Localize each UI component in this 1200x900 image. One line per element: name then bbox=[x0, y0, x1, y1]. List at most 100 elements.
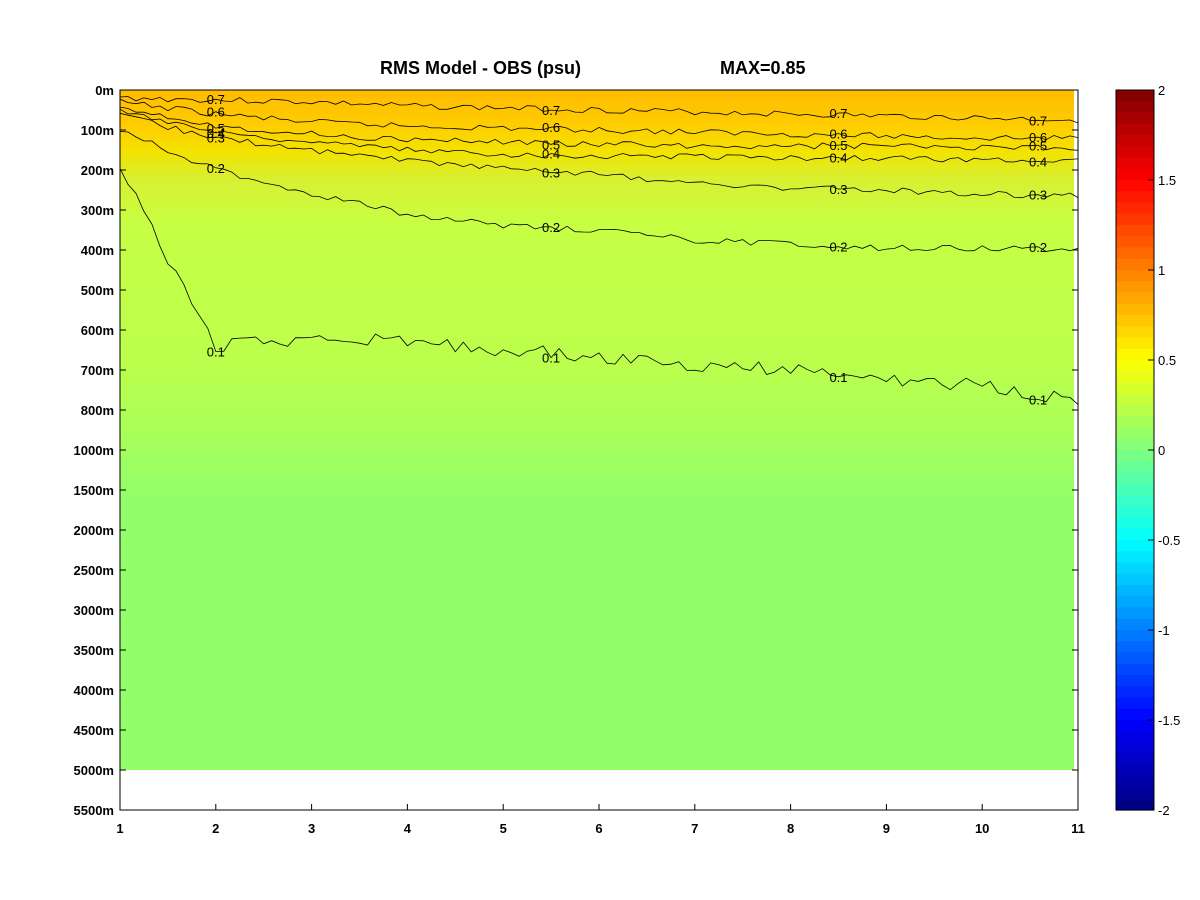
colorbar-segment bbox=[1116, 213, 1154, 226]
colorbar-segment bbox=[1116, 225, 1154, 237]
colorbar-segment bbox=[1116, 742, 1154, 755]
contour-line bbox=[119, 168, 1079, 405]
colorbar-segment bbox=[1116, 202, 1154, 215]
contour-label: 0.6 bbox=[829, 127, 847, 142]
contour-line bbox=[119, 106, 1079, 151]
colorbar-segment bbox=[1116, 585, 1154, 597]
y-tick-label: 0m bbox=[95, 83, 114, 98]
colorbar-segment bbox=[1116, 540, 1154, 552]
colorbar-segment bbox=[1116, 315, 1154, 327]
colorbar: 2 1.5 1 0.5 0 -0.5 -1 -1.5 -2 bbox=[1115, 83, 1180, 818]
chart-title: RMS Model - OBS (psu) bbox=[380, 58, 581, 78]
contour-label: 0.1 bbox=[1029, 392, 1047, 407]
x-tick-label: 3 bbox=[308, 821, 315, 836]
colorbar-segment bbox=[1116, 562, 1154, 575]
colorbar-segment bbox=[1116, 731, 1154, 744]
max-label: MAX=0.85 bbox=[720, 58, 806, 78]
x-tick-label: 7 bbox=[691, 821, 698, 836]
y-tick-label: 3000m bbox=[74, 603, 114, 618]
contour-label: 0.3 bbox=[207, 130, 225, 145]
contour-label: 0.2 bbox=[207, 161, 225, 176]
plot-area bbox=[120, 90, 1078, 810]
colorbar-segment bbox=[1116, 112, 1154, 125]
x-tick-label: 4 bbox=[404, 821, 412, 836]
colorbar-segment bbox=[1116, 528, 1154, 541]
colorbar-segment bbox=[1116, 382, 1154, 395]
contour-label: 0.3 bbox=[829, 182, 847, 197]
contour-label: 0.1 bbox=[207, 344, 225, 359]
colorbar-segment bbox=[1116, 270, 1154, 282]
colorbar-segment bbox=[1116, 765, 1154, 777]
contour-label: 0.4 bbox=[542, 147, 560, 162]
contour-label: 0.7 bbox=[829, 106, 847, 121]
colorbar-segment bbox=[1116, 652, 1154, 665]
colorbar-segment bbox=[1116, 416, 1154, 429]
colorbar-segment bbox=[1116, 461, 1154, 474]
colorbar-tick-label: 1 bbox=[1158, 263, 1165, 278]
colorbar-segment bbox=[1116, 495, 1154, 507]
colorbar-segment bbox=[1116, 517, 1154, 530]
colorbar-segment bbox=[1116, 483, 1154, 496]
x-tick-label: 11 bbox=[1071, 821, 1085, 836]
colorbar-tick-label: -0.5 bbox=[1158, 533, 1180, 548]
colorbar-segment bbox=[1116, 348, 1154, 361]
y-tick-label: 200m bbox=[81, 163, 114, 178]
colorbar-segment bbox=[1116, 573, 1154, 586]
colorbar-segment bbox=[1116, 697, 1154, 710]
colorbar-segment bbox=[1116, 303, 1154, 316]
y-tick-label: 1500m bbox=[74, 483, 114, 498]
colorbar-segment bbox=[1116, 787, 1154, 800]
contour-label: 0.4 bbox=[829, 151, 847, 166]
colorbar-tick-label: -1 bbox=[1158, 623, 1170, 638]
contour-label: 0.3 bbox=[1029, 188, 1047, 203]
contour-label: 0.2 bbox=[829, 240, 847, 255]
colorbar-segment bbox=[1116, 146, 1154, 159]
colorbar-segment bbox=[1116, 168, 1154, 181]
colorbar-segment bbox=[1116, 292, 1154, 305]
contour-label: 0.6 bbox=[1029, 130, 1047, 145]
contour-label: 0.5 bbox=[542, 137, 560, 152]
y-tick-label: 5000m bbox=[74, 763, 114, 778]
contour-lines: 0.70.7 0.7 0.70.60.6 0.6 0.60.50.5 0.5 0.50.40… bbox=[119, 92, 1079, 407]
contour-label: 0.2 bbox=[1029, 240, 1047, 255]
contour-label: 0.4 bbox=[1029, 154, 1047, 169]
y-tick-label: 3500m bbox=[74, 643, 114, 658]
colorbar-segment bbox=[1116, 506, 1154, 519]
contour-label: 0.6 bbox=[542, 120, 560, 135]
colorbar-segment bbox=[1116, 686, 1154, 699]
colorbar-segment bbox=[1116, 753, 1154, 766]
colorbar-segment bbox=[1116, 123, 1154, 136]
colorbar-segment bbox=[1116, 438, 1154, 451]
x-tick-label: 10 bbox=[975, 821, 989, 836]
colorbar-segment bbox=[1116, 641, 1154, 654]
colorbar-segment bbox=[1116, 607, 1154, 620]
y-tick-label: 600m bbox=[81, 323, 114, 338]
y-tick-label: 4000m bbox=[74, 683, 114, 698]
colorbar-segment bbox=[1116, 551, 1154, 564]
x-tick-label: 2 bbox=[212, 821, 219, 836]
colorbar-segment bbox=[1116, 675, 1154, 687]
contour-label: 0.5 bbox=[207, 121, 225, 136]
contour-label: 0.6 bbox=[207, 105, 225, 120]
contour-line bbox=[119, 112, 1079, 199]
y-tick-label: 5500m bbox=[74, 803, 114, 818]
x-tick-label: 1 bbox=[116, 821, 123, 836]
colorbar-segment bbox=[1116, 326, 1154, 339]
x-tick-label: 8 bbox=[787, 821, 794, 836]
colorbar-segment bbox=[1116, 393, 1154, 406]
colorbar-segment bbox=[1116, 427, 1154, 440]
colorbar-segment bbox=[1116, 618, 1154, 631]
colorbar-segment bbox=[1116, 798, 1154, 811]
colorbar-segment bbox=[1116, 90, 1154, 102]
colorbar-tick-label: -1.5 bbox=[1158, 713, 1180, 728]
colorbar-segment bbox=[1116, 708, 1154, 721]
colorbar-segment bbox=[1116, 236, 1154, 249]
colorbar-segment bbox=[1116, 360, 1154, 372]
colorbar-segment bbox=[1116, 101, 1154, 114]
colorbar-segment bbox=[1116, 776, 1154, 789]
colorbar-tick-label: 2 bbox=[1158, 83, 1165, 98]
contour-line bbox=[119, 130, 1079, 252]
colorbar-segment bbox=[1116, 191, 1154, 204]
y-tick-label: 2000m bbox=[74, 523, 114, 538]
